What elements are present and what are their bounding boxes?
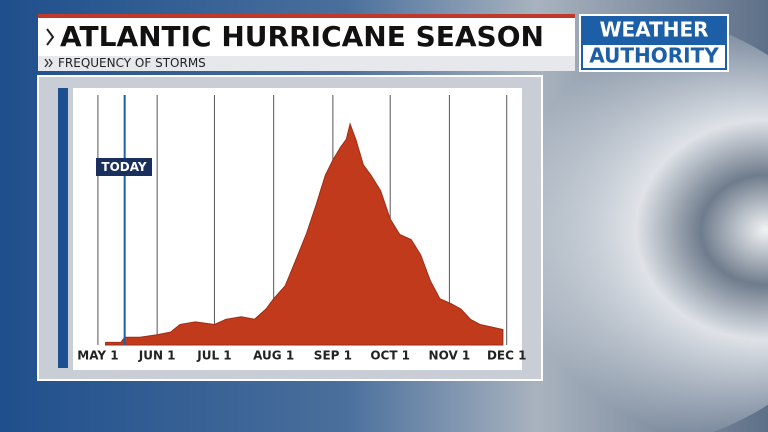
x-tick-label: MAY 1 bbox=[77, 349, 118, 363]
logo-top: WEATHER bbox=[599, 18, 708, 42]
annotation-label: TODAY bbox=[101, 160, 146, 174]
chevron bbox=[44, 58, 53, 68]
x-tick-label: DEC 1 bbox=[487, 349, 527, 363]
title-bar bbox=[38, 18, 575, 56]
today-box bbox=[96, 158, 152, 176]
x-tick-label: OCT 1 bbox=[370, 349, 410, 363]
logo-lower bbox=[583, 45, 725, 68]
x-tick-label: JUL 1 bbox=[196, 349, 231, 363]
area bbox=[105, 122, 504, 346]
x-tick-label: JUN 1 bbox=[138, 349, 176, 363]
header-stripe bbox=[38, 14, 575, 18]
logo-bottom: AUTHORITY bbox=[589, 44, 719, 68]
title: ATLANTIC HURRICANE SEASON bbox=[60, 20, 544, 53]
x-tick-label: AUG 1 bbox=[253, 349, 294, 363]
chevron bbox=[46, 28, 55, 46]
subtitle: FREQUENCY OF STORMS bbox=[58, 56, 206, 70]
subtitle-bar bbox=[38, 56, 575, 71]
x-tick-label: NOV 1 bbox=[429, 349, 471, 363]
x-tick-label: SEP 1 bbox=[314, 349, 352, 363]
side-strip bbox=[58, 88, 68, 368]
plot: MAY 1 JUN 1 JUL 1 AUG 1 SEP 1 OCT 1 NOV 1 DEC 1… bbox=[77, 95, 526, 363]
